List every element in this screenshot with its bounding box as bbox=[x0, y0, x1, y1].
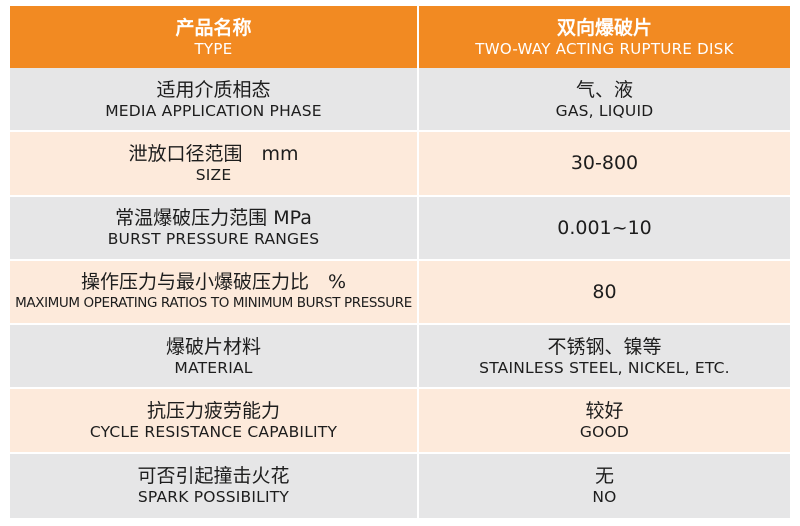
label-zh: 适用介质相态 bbox=[156, 78, 271, 101]
label-cell: 适用介质相态 MEDIA APPLICATION PHASE bbox=[10, 68, 419, 133]
label-en: MAXIMUM OPERATING RATIOS TO MINIMUM BURS… bbox=[15, 295, 412, 312]
value-zh: 无 bbox=[594, 465, 614, 488]
table-row-cycle-resistance: 抗压力疲劳能力 CYCLE RESISTANCE CAPABILITY 较好 G… bbox=[10, 389, 790, 454]
label-cell: 抗压力疲劳能力 CYCLE RESISTANCE CAPABILITY bbox=[10, 389, 419, 454]
table-row-operating-ratio: 操作压力与最小爆破压力比 % MAXIMUM OPERATING RATIOS … bbox=[10, 260, 790, 326]
header-product-en: TWO-WAY ACTING RUPTURE DISK bbox=[475, 39, 734, 58]
value-zh: 较好 bbox=[585, 400, 624, 423]
value-cell: 较好 GOOD bbox=[419, 389, 790, 454]
label-en: SPARK POSSIBILITY bbox=[137, 488, 290, 507]
table-row-material: 爆破片材料 MATERIAL 不锈钢、镍等 STAINLESS STEEL, N… bbox=[10, 325, 790, 390]
value-zh: 30-800 bbox=[570, 152, 639, 175]
value-en: NO bbox=[592, 488, 617, 507]
label-zh: 抗压力疲劳能力 bbox=[146, 400, 280, 423]
value-zh: 气、液 bbox=[575, 78, 633, 101]
label-zh: 可否引起撞击火花 bbox=[137, 465, 290, 488]
value-cell: 30-800 bbox=[419, 132, 790, 197]
label-cell: 常温爆破压力范围 MPa BURST PRESSURE RANGES bbox=[10, 196, 419, 261]
value-zh: 0.001~10 bbox=[557, 216, 652, 239]
value-cell: 0.001~10 bbox=[419, 196, 790, 261]
value-en: STAINLESS STEEL, NICKEL, ETC. bbox=[479, 358, 730, 377]
value-zh: 不锈钢、镍等 bbox=[547, 335, 662, 358]
table-header-row: 产品名称 TYPE 双向爆破片 TWO-WAY ACTING RUPTURE D… bbox=[10, 6, 790, 68]
label-zh: 常温爆破压力范围 MPa bbox=[115, 207, 312, 230]
value-zh: 80 bbox=[592, 280, 617, 303]
value-cell: 80 bbox=[419, 260, 790, 326]
value-cell: 无 NO bbox=[419, 453, 790, 518]
header-type-cell: 产品名称 TYPE bbox=[10, 6, 419, 68]
table-row-media-phase: 适用介质相态 MEDIA APPLICATION PHASE 气、液 GAS, … bbox=[10, 68, 790, 133]
label-cell: 操作压力与最小爆破压力比 % MAXIMUM OPERATING RATIOS … bbox=[10, 260, 419, 326]
label-zh: 操作压力与最小爆破压力比 % bbox=[80, 271, 347, 294]
label-cell: 爆破片材料 MATERIAL bbox=[10, 325, 419, 390]
label-zh: 泄放口径范围 mm bbox=[128, 142, 299, 165]
value-cell: 气、液 GAS, LIQUID bbox=[419, 68, 790, 133]
spec-table: 产品名称 TYPE 双向爆破片 TWO-WAY ACTING RUPTURE D… bbox=[10, 6, 790, 518]
label-en: MATERIAL bbox=[174, 358, 253, 377]
value-en: GAS, LIQUID bbox=[555, 101, 654, 120]
label-cell: 泄放口径范围 mm SIZE bbox=[10, 132, 419, 197]
header-product-zh: 双向爆破片 bbox=[556, 16, 652, 39]
label-en: BURST PRESSURE RANGES bbox=[107, 230, 320, 249]
value-en: GOOD bbox=[579, 423, 630, 442]
header-type-en: TYPE bbox=[194, 39, 233, 58]
table-row-spark: 可否引起撞击火花 SPARK POSSIBILITY 无 NO bbox=[10, 453, 790, 518]
label-cell: 可否引起撞击火花 SPARK POSSIBILITY bbox=[10, 453, 419, 518]
label-en: SIZE bbox=[195, 165, 232, 184]
header-type-zh: 产品名称 bbox=[175, 16, 252, 39]
value-cell: 不锈钢、镍等 STAINLESS STEEL, NICKEL, ETC. bbox=[419, 325, 790, 390]
label-zh: 爆破片材料 bbox=[165, 335, 261, 358]
table-row-burst-pressure: 常温爆破压力范围 MPa BURST PRESSURE RANGES 0.001… bbox=[10, 196, 790, 261]
table-row-size: 泄放口径范围 mm SIZE 30-800 bbox=[10, 132, 790, 197]
label-en: MEDIA APPLICATION PHASE bbox=[105, 101, 322, 120]
header-product-cell: 双向爆破片 TWO-WAY ACTING RUPTURE DISK bbox=[419, 6, 790, 68]
label-en: CYCLE RESISTANCE CAPABILITY bbox=[89, 423, 338, 442]
